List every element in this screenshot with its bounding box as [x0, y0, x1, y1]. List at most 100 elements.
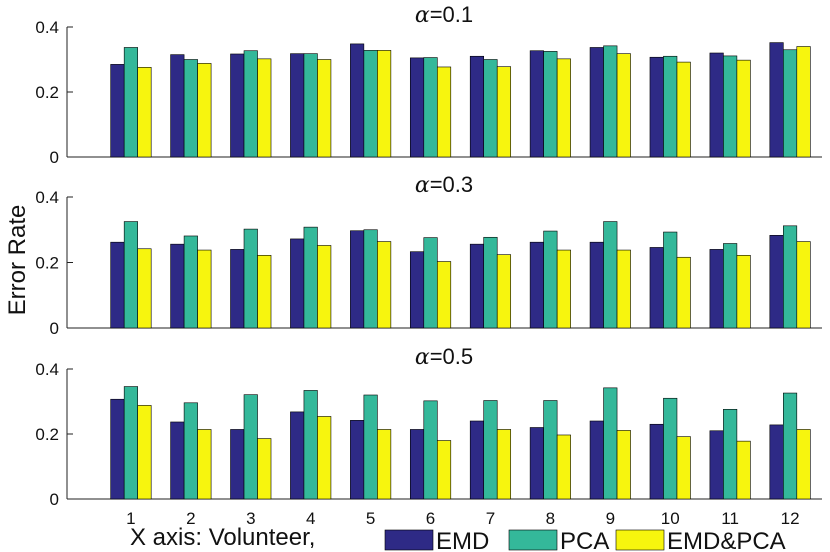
bar-pca-10	[663, 55, 678, 158]
bar-emd-7	[469, 243, 485, 329]
y-tick-label: 0.2	[35, 83, 59, 102]
bar-pca-7	[483, 400, 498, 500]
bar-emd-11	[709, 52, 724, 158]
legend: EMD PCA EMD&PCA	[384, 528, 786, 552]
bar-emd-pca-3	[257, 255, 272, 329]
bar-emd-3	[230, 249, 245, 329]
x-tick-label: 3	[246, 509, 255, 528]
panel-2: 0 0.2 0.4 α=0.3	[35, 172, 822, 338]
bar-emd-pca-1	[137, 248, 152, 329]
x-tick-label: 10	[661, 509, 680, 528]
bar-emd-2	[170, 421, 185, 500]
bar-emd-2	[170, 243, 185, 329]
x-tick-label: 12	[781, 509, 800, 528]
bar-emd-pca-12	[796, 46, 811, 158]
panel-title: α=0.1	[415, 2, 473, 28]
bar-emd-12	[769, 235, 784, 329]
bar-emd-pca-3	[257, 58, 272, 158]
panel-title: α=0.5	[415, 344, 473, 370]
panel-3: 0 0.2 0.4 α=0.5	[35, 344, 822, 509]
bar-emd-12	[769, 424, 784, 500]
legend-swatch-emd	[384, 529, 434, 551]
chart-panels: 00.20.4 α=0.100.20.4 α=0.300.20.4 α=0.5	[35, 2, 822, 509]
panel-title-symbol: α	[415, 345, 430, 370]
bar-pca-4	[303, 53, 318, 158]
bar-emd-pca-7	[496, 66, 512, 158]
bar-emd-11	[709, 249, 724, 329]
bar-emd-pca-5	[377, 429, 392, 500]
y-tick-label: 0.4	[35, 188, 59, 207]
x-tick-label: 6	[426, 509, 435, 528]
bar-emd-7	[469, 420, 485, 500]
x-tick-label: 9	[606, 509, 615, 528]
bar-emd-1	[110, 241, 125, 329]
bar-pca-1	[123, 47, 138, 158]
bar-emd-1	[110, 64, 125, 158]
bar-pca-6	[423, 237, 438, 329]
bar-emd-pca-12	[796, 241, 811, 329]
bar-pca-8	[543, 400, 558, 500]
bar-emd-pca-4	[317, 245, 332, 329]
bar-pca-7	[483, 236, 498, 329]
panel-title-value: =0.3	[430, 172, 473, 197]
bar-pca-9	[603, 221, 618, 329]
y-tick-label: 0.4	[35, 18, 59, 37]
legend-label-emd: EMD	[436, 528, 489, 552]
bar-emd-pca-4	[317, 416, 332, 500]
panel-title-symbol: α	[415, 3, 430, 28]
bar-emd-pca-8	[556, 249, 571, 329]
bar-emd-pca-5	[377, 50, 392, 158]
x-axis-label: X axis: Volunteer,	[130, 524, 315, 551]
y-tick-label: 0	[50, 490, 59, 509]
bar-emd-10	[649, 423, 664, 500]
x-tick-label: 11	[721, 509, 739, 528]
bar-emd-pca-10	[676, 436, 691, 500]
bar-pca-3	[243, 50, 258, 158]
bar-pca-3	[243, 228, 258, 329]
bar-pca-4	[303, 226, 318, 329]
panel-title-value: =0.1	[430, 2, 473, 27]
bar-pca-6	[423, 400, 438, 500]
bar-emd-8	[529, 241, 544, 329]
bar-emd-pca-12	[796, 429, 811, 500]
bar-emd-pca-8	[556, 434, 571, 500]
bar-pca-10	[663, 397, 678, 500]
legend-swatch-emd-pca	[615, 529, 665, 551]
bar-pca-5	[363, 394, 378, 500]
bar-pca-1	[123, 221, 138, 329]
bar-emd-pca-9	[616, 249, 631, 329]
bar-emd-pca-8	[556, 58, 571, 158]
bar-emd-pca-11	[736, 255, 751, 329]
y-tick-label: 0.2	[35, 254, 59, 273]
bar-emd-pca-5	[377, 241, 392, 329]
bar-emd-pca-6	[436, 440, 452, 500]
bar-pca-12	[783, 49, 798, 158]
bar-emd-pca-1	[137, 67, 152, 158]
panel-title: α=0.3	[415, 172, 473, 198]
y-axis-label: Error Rate	[4, 205, 31, 316]
bar-pca-3	[243, 394, 258, 500]
bar-emd-pca-3	[257, 438, 272, 500]
bar-emd-10	[649, 247, 664, 329]
bar-pca-6	[423, 57, 438, 158]
bar-pca-2	[183, 402, 198, 500]
bar-emd-pca-7	[496, 429, 512, 500]
bar-pca-4	[303, 390, 318, 500]
panel-title-symbol: α	[415, 173, 430, 198]
y-tick-label: 0	[50, 319, 59, 338]
x-tick-label: 7	[486, 509, 495, 528]
bar-pca-1	[123, 386, 138, 500]
bar-emd-pca-6	[436, 261, 452, 329]
y-tick-label: 0	[50, 148, 59, 167]
bar-emd-pca-9	[616, 53, 631, 158]
panel-title-value: =0.5	[430, 344, 473, 369]
bar-emd-3	[230, 429, 245, 500]
bar-emd-pca-4	[317, 59, 332, 158]
bar-emd-pca-10	[676, 61, 691, 158]
bar-pca-9	[603, 387, 618, 500]
panel-1: 0 0.2 0.4 α=0.1	[35, 2, 822, 167]
bar-emd-1	[110, 398, 125, 500]
bar-emd-3	[230, 53, 245, 158]
bar-pca-8	[543, 230, 558, 329]
x-tick-label: 4	[306, 509, 315, 528]
